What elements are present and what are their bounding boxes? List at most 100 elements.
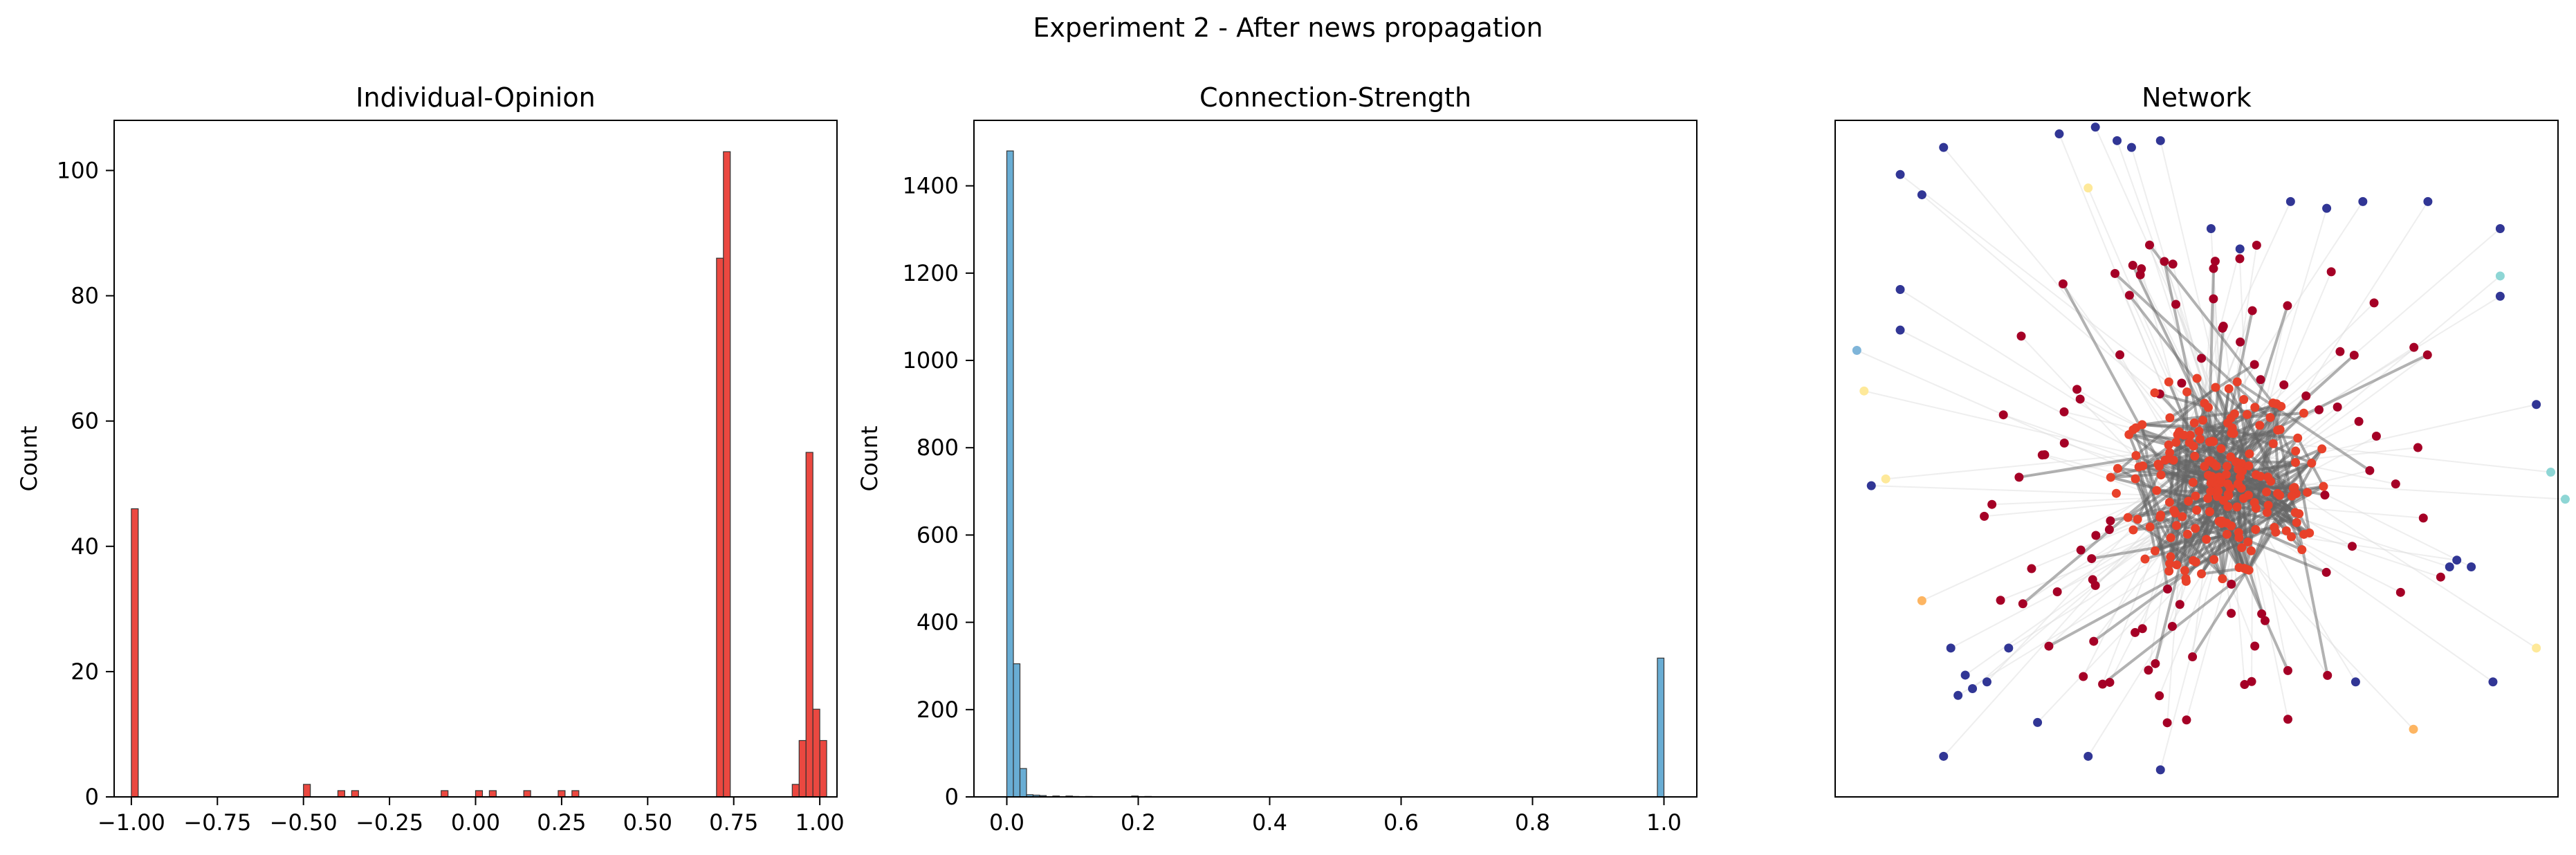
network-node bbox=[2204, 457, 2214, 466]
network-node bbox=[1866, 481, 1876, 490]
network-node bbox=[2222, 518, 2232, 528]
y-axis-label: Count bbox=[16, 425, 42, 491]
network-node bbox=[2145, 522, 2155, 532]
histogram-bar bbox=[131, 508, 139, 798]
network-edge bbox=[2255, 528, 2303, 551]
network-node bbox=[2138, 461, 2148, 471]
network-node bbox=[2307, 459, 2317, 468]
network-node bbox=[2177, 378, 2187, 388]
network-node bbox=[2111, 488, 2121, 498]
network-node bbox=[2265, 412, 2275, 422]
network-node bbox=[2244, 565, 2254, 575]
network-node bbox=[2113, 463, 2122, 473]
network-node bbox=[2037, 450, 2047, 460]
network-node bbox=[2180, 566, 2189, 576]
y-tick-label: 100 bbox=[57, 157, 99, 183]
network-node bbox=[2052, 587, 2062, 596]
network-node bbox=[2445, 562, 2454, 571]
histogram-bar bbox=[812, 708, 820, 798]
network-node bbox=[2211, 383, 2220, 392]
network-edge bbox=[2294, 512, 2329, 676]
network-node bbox=[2115, 350, 2125, 360]
network-node bbox=[1859, 386, 1869, 396]
chart-connection-strength: 0.0 0.2 0.4 0.6 0.8 1.0 0 200 400 600 800 1000 1200 1… bbox=[856, 82, 1698, 836]
network-node bbox=[2233, 479, 2243, 489]
network-node bbox=[2268, 439, 2278, 448]
network-node bbox=[2244, 461, 2254, 470]
network-edge bbox=[2018, 451, 2170, 479]
network-node bbox=[2131, 450, 2141, 460]
network-node bbox=[2271, 527, 2281, 537]
network-node bbox=[2354, 416, 2364, 426]
network-node bbox=[1917, 596, 1926, 605]
network-node bbox=[2226, 452, 2236, 462]
network-node bbox=[2106, 516, 2115, 526]
network-node bbox=[2190, 451, 2200, 461]
network-node bbox=[2413, 443, 2422, 452]
network-node bbox=[2242, 410, 2252, 419]
network-node bbox=[2133, 515, 2142, 524]
network-node bbox=[2214, 486, 2223, 496]
network-node bbox=[2164, 497, 2174, 507]
network-node bbox=[2171, 437, 2181, 447]
network-edge bbox=[2153, 533, 2189, 664]
network-node bbox=[2167, 621, 2177, 631]
histogram-bar bbox=[819, 739, 827, 798]
network-node bbox=[2083, 183, 2093, 193]
network-node bbox=[1953, 690, 1963, 700]
network-node bbox=[2236, 337, 2245, 347]
network-node bbox=[2239, 395, 2249, 405]
y-tick-label: 600 bbox=[917, 522, 959, 548]
network-edge bbox=[2059, 134, 2186, 443]
network-node bbox=[2160, 257, 2169, 266]
network-node bbox=[2495, 223, 2505, 233]
network-node bbox=[2137, 420, 2147, 430]
histogram-bar bbox=[723, 151, 731, 798]
network-edge bbox=[2091, 526, 2275, 560]
network-edge bbox=[2258, 468, 2537, 649]
network-node bbox=[2189, 418, 2199, 428]
network-node bbox=[2209, 294, 2218, 304]
network-node bbox=[2268, 398, 2278, 408]
histogram-bar bbox=[303, 784, 311, 798]
network-node bbox=[1917, 190, 1926, 200]
network-node bbox=[2164, 377, 2173, 387]
network-edge bbox=[2114, 272, 2272, 419]
histogram-bar bbox=[351, 790, 359, 798]
x-tick-label: −1.00 bbox=[98, 809, 165, 836]
network-node bbox=[2179, 430, 2189, 440]
network-node bbox=[2018, 599, 2027, 609]
network-node bbox=[2532, 643, 2541, 653]
network-node bbox=[2197, 353, 2207, 363]
network-node bbox=[2495, 291, 2505, 301]
network-node bbox=[2229, 409, 2239, 419]
network-node bbox=[2182, 387, 2192, 397]
network-node bbox=[2245, 449, 2254, 459]
network-node bbox=[2098, 679, 2108, 689]
network-node bbox=[2262, 487, 2272, 497]
network-node bbox=[2235, 254, 2245, 264]
network-node bbox=[2162, 718, 2172, 728]
network-node bbox=[1895, 285, 1905, 294]
network-node bbox=[2283, 665, 2292, 675]
network-node bbox=[2323, 670, 2333, 680]
network-node bbox=[1998, 410, 2008, 420]
axes-frame bbox=[973, 120, 1698, 798]
network-node bbox=[2144, 665, 2153, 675]
network-node bbox=[2184, 496, 2193, 506]
network-edge bbox=[2169, 363, 2256, 419]
network-node bbox=[2191, 491, 2200, 501]
network-edge bbox=[2168, 201, 2292, 466]
network-node bbox=[1960, 670, 1970, 680]
network-node bbox=[2257, 609, 2267, 618]
y-axis-label: Count bbox=[856, 425, 883, 491]
network-node bbox=[2283, 715, 2293, 724]
histogram-bar bbox=[475, 790, 484, 798]
y-tick-label: 20 bbox=[71, 659, 99, 685]
network-node bbox=[2365, 466, 2375, 475]
network-node bbox=[2004, 643, 2014, 653]
network-node bbox=[2131, 474, 2140, 484]
network-node bbox=[2287, 491, 2297, 501]
network-node bbox=[2124, 291, 2134, 300]
network-node bbox=[2263, 472, 2273, 482]
